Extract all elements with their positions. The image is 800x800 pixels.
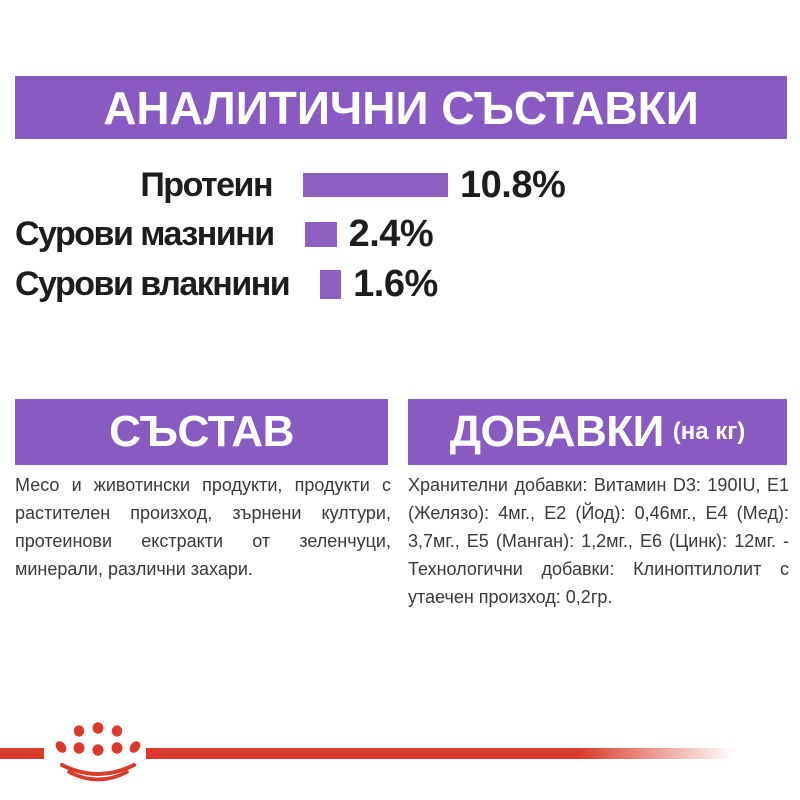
analytical-constituents-header: АНАЛИТИЧНИ СЪСТАВКИ: [15, 76, 787, 139]
royal-canin-crown-icon: [55, 722, 141, 782]
chart-value-label: 2.4%: [348, 213, 434, 255]
chart-row-protein: Протеин 10.8%: [15, 161, 785, 209]
chart-category-label: Сурови влакнини: [15, 265, 291, 303]
chart-bar: [303, 173, 448, 197]
chart-value-label: 10.8%: [460, 164, 566, 206]
additives-header: ДОБАВКИ (на кг): [408, 399, 787, 465]
chart-row-crude-fat: Сурови мазнини 2.4%: [15, 210, 785, 258]
brand-rule-left: [0, 748, 44, 759]
chart-category-label: Сурови мазнини: [15, 215, 275, 253]
composition-title: СЪСТАВ: [109, 407, 294, 456]
additives-body-text: Хранителни добавки: Витамин D3: 190IU, E…: [408, 475, 789, 607]
additives-title-suffix: (на кг): [672, 418, 746, 445]
chart-bar: [320, 269, 342, 299]
composition-header: СЪСТАВ: [15, 399, 388, 465]
chart-category-label: Протеин: [140, 166, 273, 204]
additives-title: ДОБАВКИ: [449, 407, 665, 456]
chart-value-label: 1.6%: [353, 263, 438, 305]
analytical-constituents-title: АНАЛИТИЧНИ СЪСТАВКИ: [103, 81, 699, 134]
brand-rule-right: [146, 748, 746, 759]
chart-row-crude-fibre: Сурови влакнини 1.6%: [15, 260, 785, 308]
chart-bar: [304, 221, 337, 247]
composition-body-text: Месо и животински продукти, продукти с р…: [15, 475, 391, 579]
